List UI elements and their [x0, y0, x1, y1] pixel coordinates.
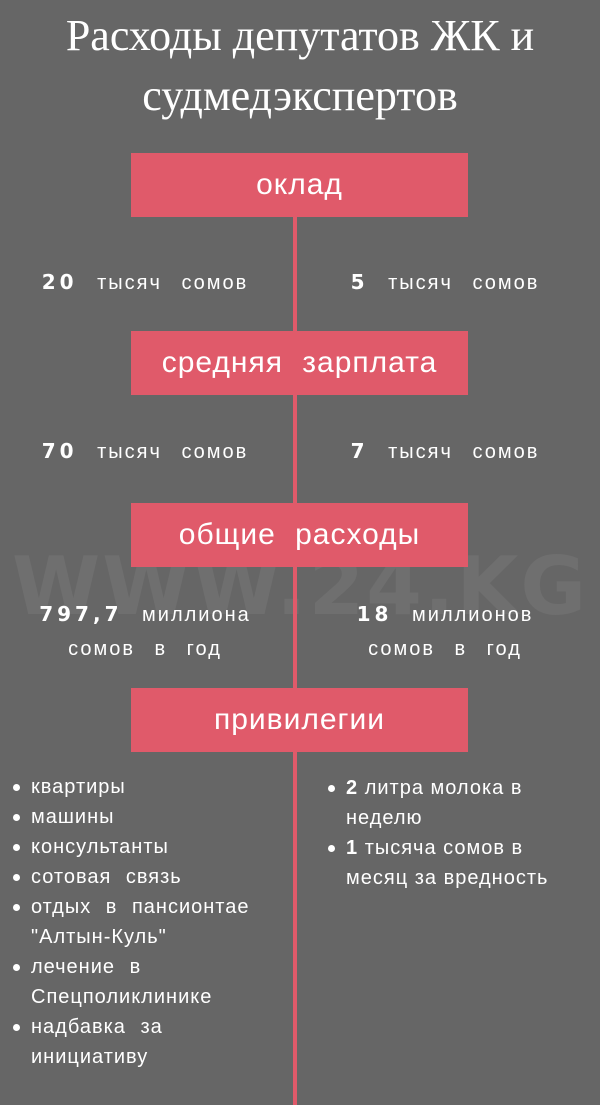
page-title: Расходы депутатов ЖК и судмедэкспертов: [0, 6, 600, 126]
divider-line: [293, 217, 297, 1105]
total-expenses-right: 18 миллионов сомов в год: [356, 602, 534, 660]
salary-right: 5 тысяч сомов: [350, 270, 540, 294]
avg-salary-left: 70 тысяч сомов: [41, 439, 249, 463]
list-item: машины: [13, 802, 283, 832]
list-item: квартиры: [13, 772, 283, 802]
title-line-2: судмедэкспертов: [142, 71, 458, 120]
list-item: отдых в пансионтае "Алтын-Куль": [13, 892, 283, 952]
total-expenses-left: 797,7 миллиона сомов в год: [39, 602, 251, 660]
section-avg-salary-header: средняя зарплата: [131, 331, 468, 395]
list-item: надбавка за инициативу: [13, 1012, 283, 1072]
list-item: 1 тысяча сомов в месяц за вредность: [328, 833, 588, 893]
salary-left: 20 тысяч сомов: [41, 270, 249, 294]
avg-salary-right: 7 тысяч сомов: [350, 439, 540, 463]
list-item: сотовая связь: [13, 862, 283, 892]
privileges-left-list: квартиры машины консультанты сотовая свя…: [13, 772, 283, 1072]
title-line-1: Расходы депутатов ЖК и: [65, 11, 535, 60]
section-privileges-header: привилегии: [131, 688, 468, 752]
section-salary-header: оклад: [131, 153, 468, 217]
privileges-right-list: 2 литра молока в неделю 1 тысяча сомов в…: [328, 773, 588, 893]
list-item: консультанты: [13, 832, 283, 862]
section-total-expenses-header: общие расходы: [131, 503, 468, 567]
list-item: 2 литра молока в неделю: [328, 773, 588, 833]
list-item: лечение в Спецполиклинике: [13, 952, 283, 1012]
